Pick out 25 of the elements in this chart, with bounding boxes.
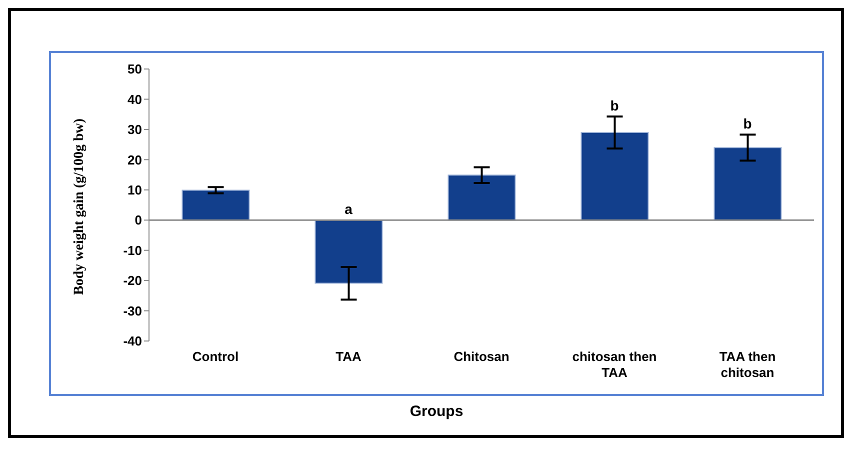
y-tick-label: 0: [134, 212, 142, 228]
y-tick-label: 40: [128, 92, 142, 107]
x-tick-label: Chitosan: [454, 349, 510, 364]
bar: [182, 190, 250, 221]
bar: [580, 132, 649, 221]
bar: [714, 147, 782, 221]
data-label: a: [344, 201, 353, 218]
y-tick-label: 50: [128, 62, 142, 77]
bar: [448, 174, 516, 221]
bar: [314, 220, 383, 284]
y-tick-label: 20: [128, 152, 142, 168]
y-tick-label: -20: [123, 273, 142, 288]
y-tick-label: 30: [128, 122, 142, 138]
y-tick-label: -10: [123, 242, 142, 258]
data-label: b: [743, 116, 752, 132]
x-tick-label: Control: [192, 349, 239, 364]
x-tick-label: chitosan then TAA: [572, 349, 657, 380]
y-tick-label: -30: [123, 303, 142, 318]
y-tick-label: 10: [128, 182, 142, 198]
data-label: b: [610, 97, 619, 114]
y-axis-title: Body weight gain (g/100g bw): [72, 118, 87, 295]
y-tick-label: -40: [123, 334, 142, 349]
x-tick-label: TAA then chitosan: [719, 349, 776, 380]
x-tick-label: TAA: [336, 349, 362, 364]
x-axis-title: Groups: [408, 403, 464, 420]
